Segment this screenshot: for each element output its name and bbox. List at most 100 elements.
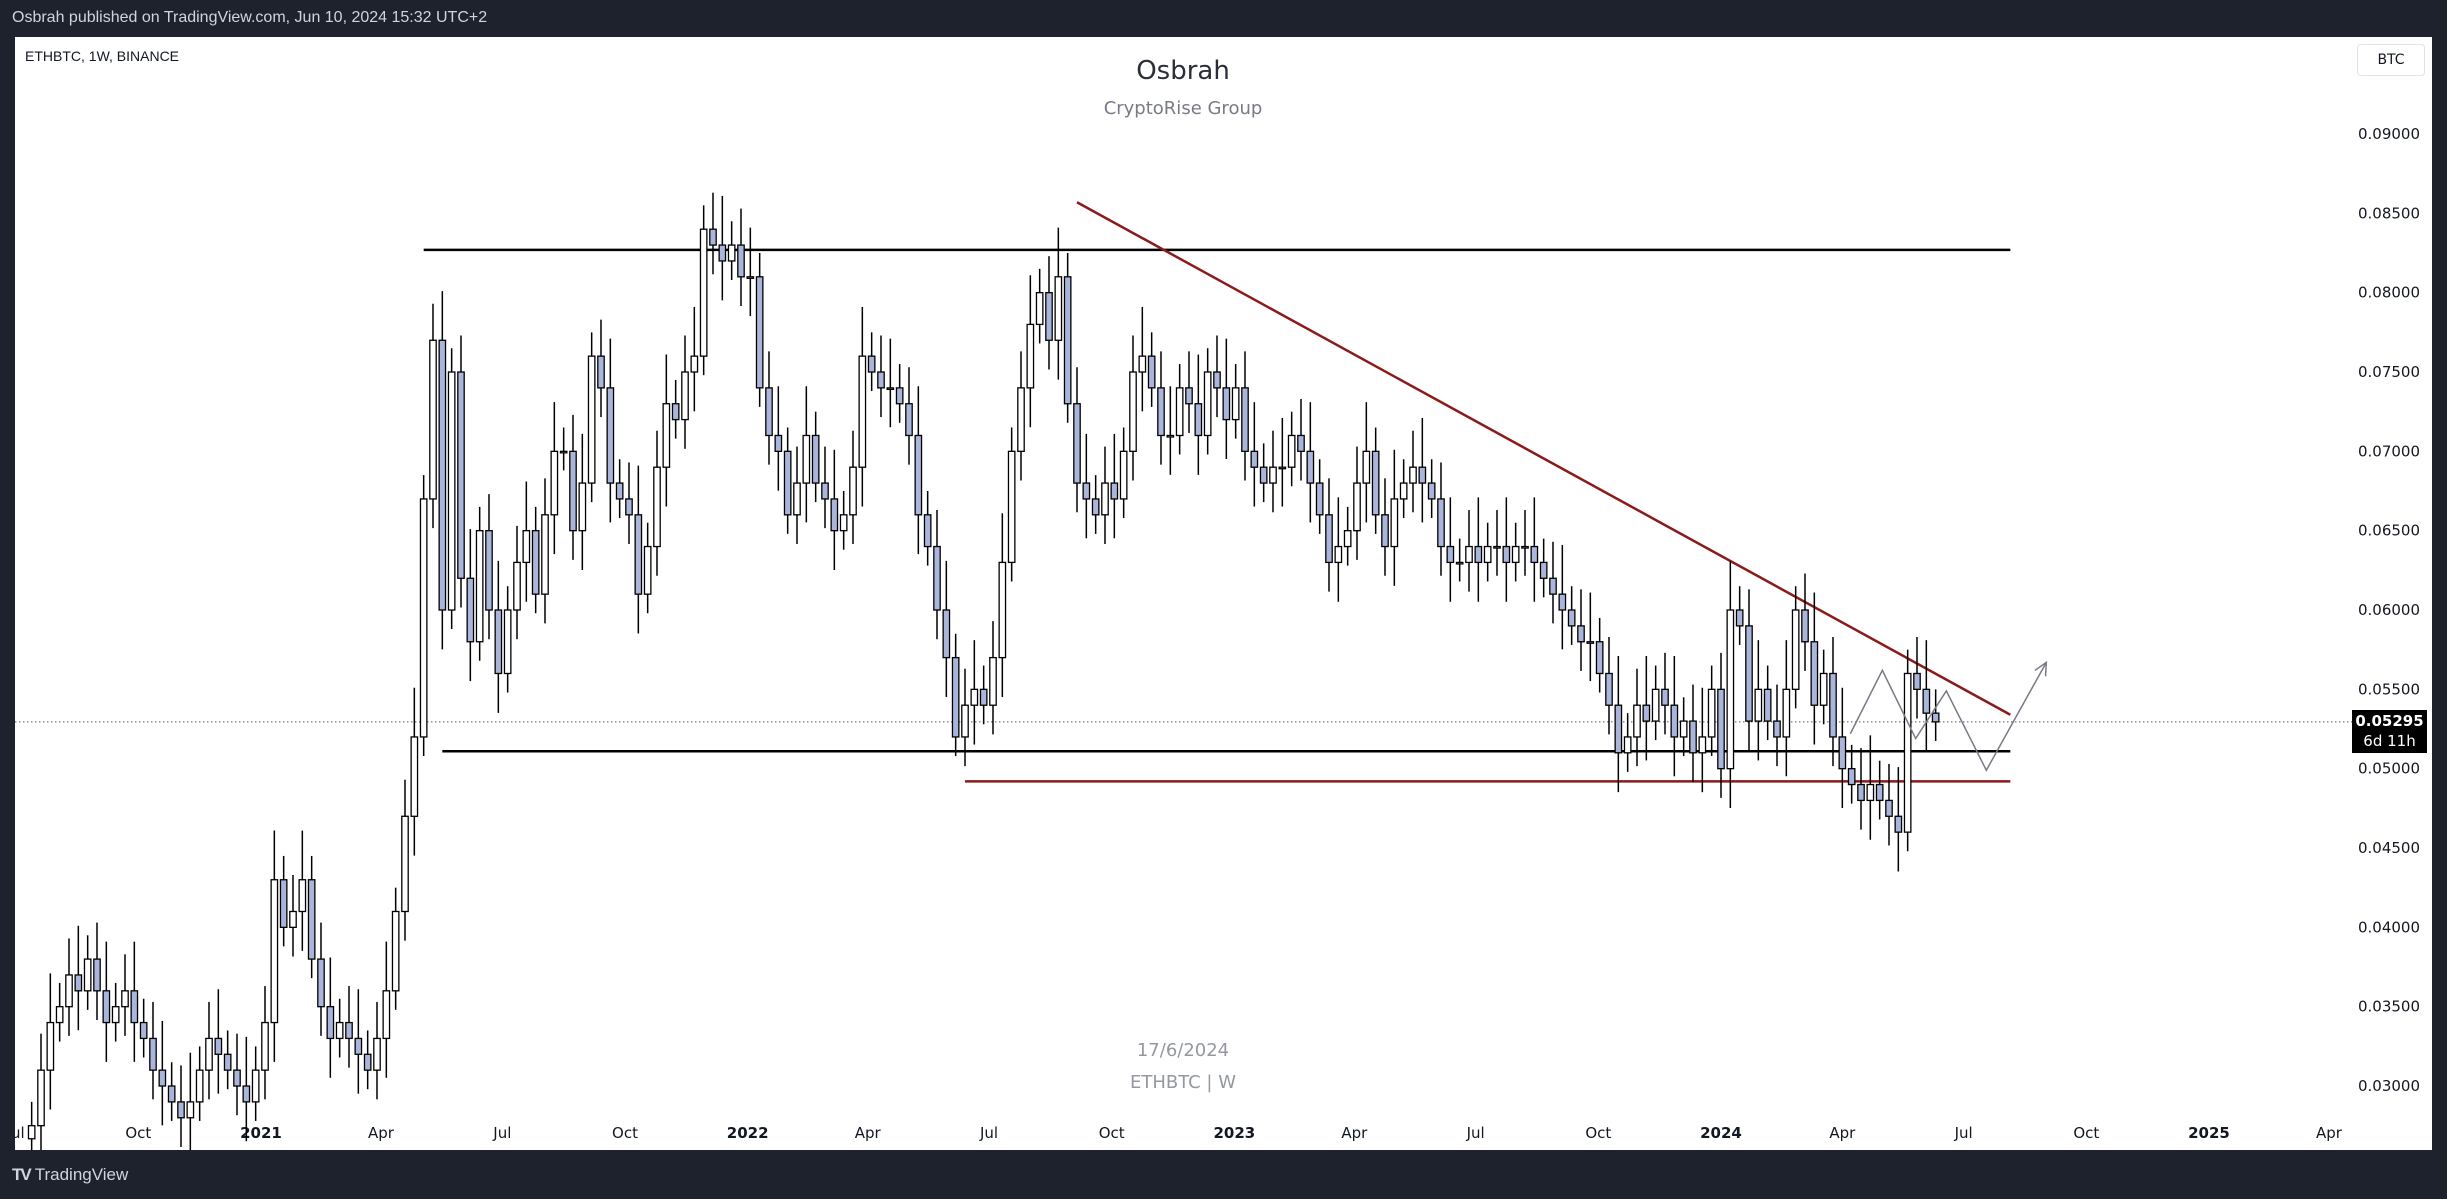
candle-down [1315,482,1324,516]
candle-down [345,1021,353,1040]
candle-down [1810,641,1819,706]
candle-down [671,403,680,421]
x-tick-label: 2023 [1213,1124,1255,1142]
candle-down [130,990,139,1024]
tv-logo-icon: TV [12,1165,32,1184]
candle-down [1913,672,1921,690]
candle-up [1287,434,1296,468]
candle-down [139,1021,148,1040]
candle-up [1334,545,1343,564]
current-price-value: 0.05295 [2355,712,2424,730]
candle-down [1773,720,1781,738]
candle-down [1549,577,1557,595]
candle-up [727,244,736,262]
currency-button[interactable]: BTC [2357,44,2425,76]
candle-up [587,355,596,484]
candle-down [1502,545,1511,564]
candle-down [177,1101,185,1119]
candle-up [1493,545,1501,549]
x-tick-label: Jul [979,1124,998,1142]
candle-up [1455,561,1464,565]
candle-down [1801,609,1809,643]
candle-up [1026,323,1035,389]
candle-down [1539,561,1548,579]
candle-down [765,387,773,437]
candle-down [1577,625,1585,643]
projection-arrow-icon [2034,660,2048,677]
footer: TV TradingView [0,1150,2447,1199]
candle-down [167,1085,176,1103]
x-tick-label: Oct [1585,1124,1611,1142]
candle-up [65,974,73,1008]
candle-down [877,371,885,389]
chart-author-subtitle: CryptoRise Group [1103,98,1263,119]
candle-up [261,1021,269,1071]
x-tick-label: Oct [2073,1124,2099,1142]
candle-up [849,466,857,516]
candle-up [1166,434,1175,438]
candle-up [1017,387,1025,452]
y-tick-label: 0.04000 [2358,918,2420,936]
candle-up [1390,498,1399,548]
x-tick-label: Apr [855,1124,882,1142]
candle-down [933,545,941,611]
candlestick-chart[interactable]: 0.09000 0.08500 0.08000 0.07500 0.07000 0.065… [15,37,2432,1150]
candle-down [74,974,83,992]
candle-up [653,466,661,548]
candle-up [541,514,549,595]
candle-down [1829,672,1837,738]
candle-up [195,1069,204,1103]
candle-down [1073,403,1081,484]
candle-down [1222,387,1231,421]
candle-down [951,656,960,738]
candle-down [1306,450,1315,484]
candle-up [1698,736,1707,754]
candle-down [942,609,951,659]
candle-up [1866,783,1875,802]
candle-up [1007,450,1016,564]
candle-up [858,355,867,468]
candle-down [597,355,605,389]
candle-down [569,450,577,532]
candle-up [513,561,521,611]
candle-down [1194,403,1203,437]
candle-up [1511,545,1520,564]
candle-down [895,387,904,405]
candle-down [1595,641,1604,675]
candle-up [793,482,801,516]
candle-up [298,879,307,913]
candle-down [1885,799,1893,817]
candle-up [1521,545,1529,549]
candle-down [354,1037,363,1055]
candle-up [1035,292,1044,326]
candle-up [998,561,1007,659]
candle-up [447,371,456,611]
candle-up [1586,641,1595,644]
chart-panel[interactable]: 0.09000 0.08500 0.08000 0.07500 0.07000 0.065… [15,37,2432,1150]
candle-down [438,339,447,611]
x-tick-label: Apr [2316,1124,2343,1142]
candle-down [93,958,101,992]
candle-down [1735,609,1744,627]
candle-up [186,1101,195,1119]
descending-trendline [1076,201,2011,716]
x-tick-label: Jul [15,1124,25,1142]
x-tick-label: Jul [1954,1124,1973,1142]
candle-down [774,434,783,452]
candle-up [1119,450,1128,500]
candle-down [1875,783,1884,802]
candle-up [419,498,428,738]
candle-down [1661,688,1669,706]
tradingview-logo[interactable]: TV TradingView [12,1165,128,1185]
candle-down [1437,498,1445,548]
x-tick-label: Jul [1466,1124,1485,1142]
candle-down [158,1069,167,1087]
x-tick-label: Oct [125,1124,151,1142]
candle-up [475,530,484,643]
candle-up [746,276,755,279]
candle-down [307,879,316,960]
x-tick-label: Oct [612,1124,638,1142]
publish-header: Osbrah published on TradingView.com, Jun… [0,0,2447,37]
candle-up [662,403,671,468]
candle-up [205,1037,213,1071]
